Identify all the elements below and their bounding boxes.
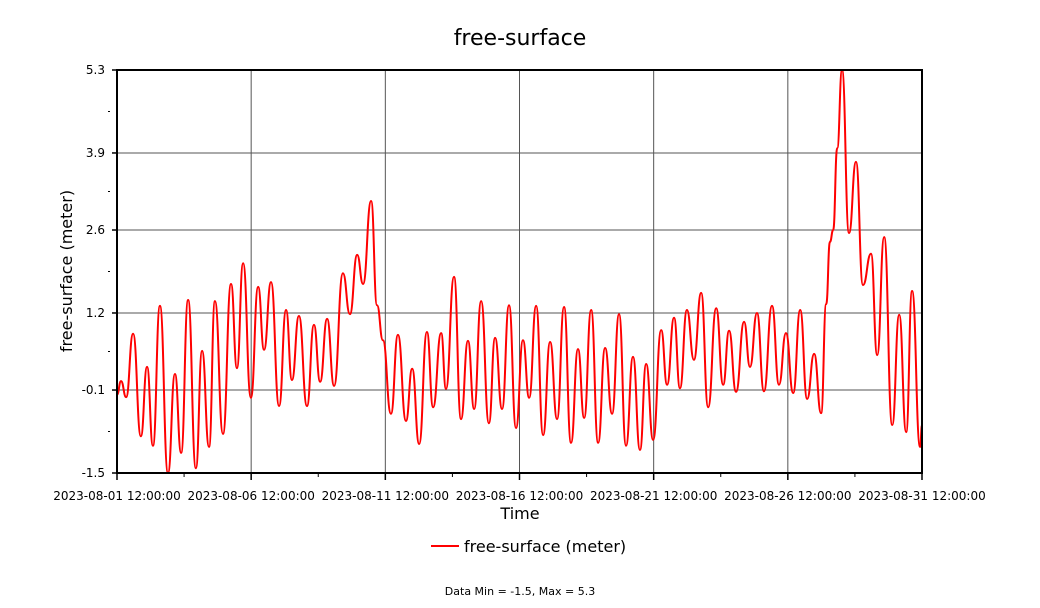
x-tick-label: 2023-08-01 12:00:00 (53, 489, 180, 503)
x-tick-label: 2023-08-16 12:00:00 (456, 489, 583, 503)
y-axis: -1.5 -0.1 1.2 2.6 3.9 5.3 (82, 63, 117, 480)
legend-label: free-surface (meter) (464, 537, 626, 556)
data-range-footer: Data Min = -1.5, Max = 5.3 (445, 585, 595, 598)
x-axis-label: Time (499, 504, 539, 523)
grid-lines (117, 70, 922, 473)
y-tick-label: -1.5 (82, 466, 105, 480)
x-tick-label: 2023-08-21 12:00:00 (590, 489, 717, 503)
y-tick-label: 5.3 (86, 63, 105, 77)
chart-title: free-surface (454, 26, 587, 51)
x-tick-label: 2023-08-31 12:00:00 (858, 489, 985, 503)
legend: free-surface (meter) (431, 537, 626, 556)
y-tick-label: -0.1 (82, 383, 105, 397)
series-line (116, 69, 923, 474)
x-axis: 2023-08-01 12:00:00 2023-08-06 12:00:00 20… (53, 473, 986, 503)
x-tick-label: 2023-08-06 12:00:00 (187, 489, 314, 503)
series-layer (116, 69, 923, 474)
x-tick-label: 2023-08-11 12:00:00 (322, 489, 449, 503)
y-axis-label: free-surface (meter) (57, 190, 76, 352)
y-tick-label: 3.9 (86, 146, 105, 160)
y-tick-label: 2.6 (86, 223, 105, 237)
x-tick-label: 2023-08-26 12:00:00 (724, 489, 851, 503)
y-tick-label: 1.2 (86, 306, 105, 320)
